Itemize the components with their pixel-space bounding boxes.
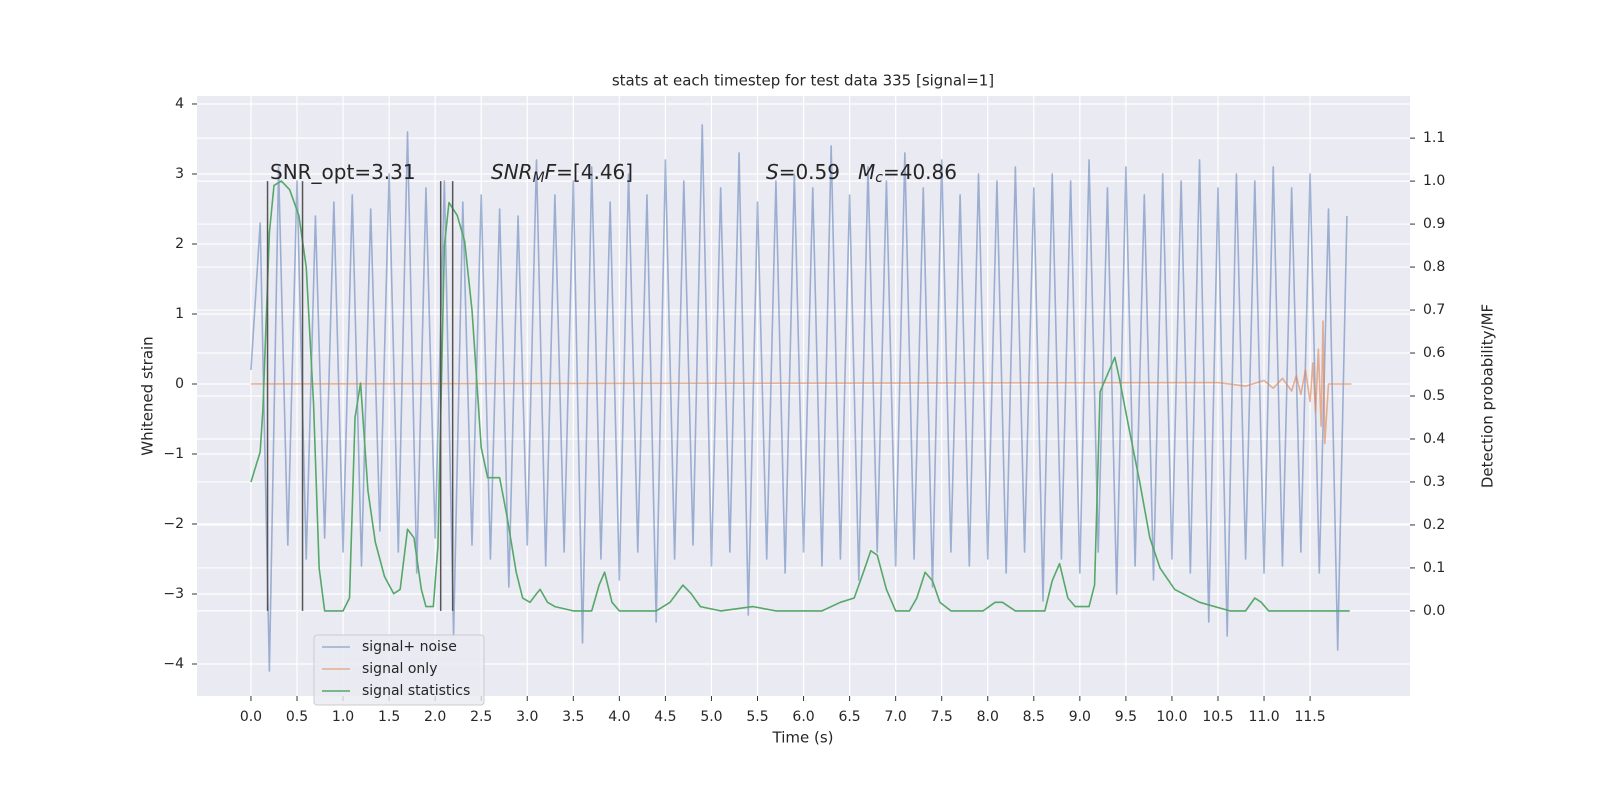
y2-tick-label: 0.5 <box>1423 388 1445 404</box>
x-tick-label: 10.5 <box>1202 709 1233 725</box>
annotation-part: F <box>545 160 557 184</box>
y-tick-label: 4 <box>175 96 184 112</box>
x-tick-label: 7.0 <box>885 709 907 725</box>
x-tick-label: 4.5 <box>654 709 676 725</box>
y2-tick-label: 0.6 <box>1423 345 1445 361</box>
x-tick-label: 10.0 <box>1156 709 1187 725</box>
y2-tick-label: 1.1 <box>1423 130 1445 146</box>
y-tick-label: −3 <box>163 586 184 602</box>
legend-box <box>313 634 485 706</box>
x-tick-label: 1.5 <box>378 709 400 725</box>
x-tick-label: 3.0 <box>516 709 538 725</box>
y2-axis-label: Detection probability/MF <box>1479 304 1497 488</box>
x-tick-label: 2.0 <box>424 709 446 725</box>
x-tick-label: 9.5 <box>1115 709 1137 725</box>
x-tick-label: 5.0 <box>700 709 722 725</box>
chart-title: stats at each timestep for test data 335… <box>612 72 994 90</box>
y-tick-label: 0 <box>175 376 184 392</box>
annotation: SNRMF=[4.46] <box>491 160 633 187</box>
annotation-part: =[4.46] <box>556 160 633 184</box>
y2-tick-label: 0.2 <box>1423 517 1445 533</box>
x-tick-label: 3.5 <box>562 709 584 725</box>
annotation: Mc=40.86 <box>858 160 957 187</box>
x-tick-label: 8.5 <box>1023 709 1045 725</box>
y2-tick-label: 0.7 <box>1423 302 1445 318</box>
y-tick-label: −2 <box>163 516 184 532</box>
annotation-part: S <box>766 160 779 184</box>
series-line <box>250 320 1352 445</box>
annotation-part: =0.59 <box>779 160 840 184</box>
annotation-part: =40.86 <box>883 160 957 184</box>
legend-label: signal only <box>362 661 437 677</box>
annotation-part: SNR <box>491 160 533 184</box>
x-tick-label: 6.0 <box>792 709 814 725</box>
y-tick-label: −4 <box>163 656 184 672</box>
annotation-part: M <box>858 160 875 184</box>
x-tick-label: 6.5 <box>838 709 860 725</box>
y-tick-label: 2 <box>175 236 184 252</box>
y2-tick-label: 1.0 <box>1423 173 1445 189</box>
x-tick-label: 7.5 <box>931 709 953 725</box>
y2-tick-label: 0.3 <box>1423 474 1445 490</box>
x-tick-label: 0.0 <box>240 709 262 725</box>
x-tick-label: 11.0 <box>1248 709 1279 725</box>
legend-label: signal+ noise <box>362 639 457 655</box>
y2-tick-label: 0.1 <box>1423 560 1445 576</box>
legend: signal+ noise signal only signal statistic… <box>313 634 485 706</box>
annotation-part: M <box>533 170 545 186</box>
y-axis-label: Whitened strain <box>139 336 157 455</box>
x-axis-label: Time (s) <box>772 729 834 747</box>
annotation-part: SNR_opt=3.31 <box>270 160 416 184</box>
x-tick-label: 0.5 <box>286 709 308 725</box>
x-tick-label: 1.0 <box>332 709 354 725</box>
y2-tick-label: 0.4 <box>1423 431 1445 447</box>
y2-tick-label: 0.8 <box>1423 259 1445 275</box>
series-line <box>250 180 1350 612</box>
x-tick-label: 8.0 <box>977 709 999 725</box>
annotation-part: c <box>875 170 883 186</box>
x-tick-label: 9.0 <box>1069 709 1091 725</box>
annotation: S=0.59 <box>766 160 840 184</box>
y-tick-label: 1 <box>175 306 184 322</box>
x-tick-label: 2.5 <box>470 709 492 725</box>
x-tick-label: 11.5 <box>1294 709 1325 725</box>
y2-tick-label: 0.9 <box>1423 216 1445 232</box>
x-tick-label: 5.5 <box>746 709 768 725</box>
y-tick-label: −1 <box>163 446 184 462</box>
x-tick-label: 4.0 <box>608 709 630 725</box>
legend-label: signal statistics <box>362 683 470 699</box>
y2-tick-label: 0.0 <box>1423 603 1445 619</box>
series-line <box>250 124 1348 672</box>
y-tick-label: 3 <box>175 166 184 182</box>
annotation: SNR_opt=3.31 <box>270 160 416 184</box>
